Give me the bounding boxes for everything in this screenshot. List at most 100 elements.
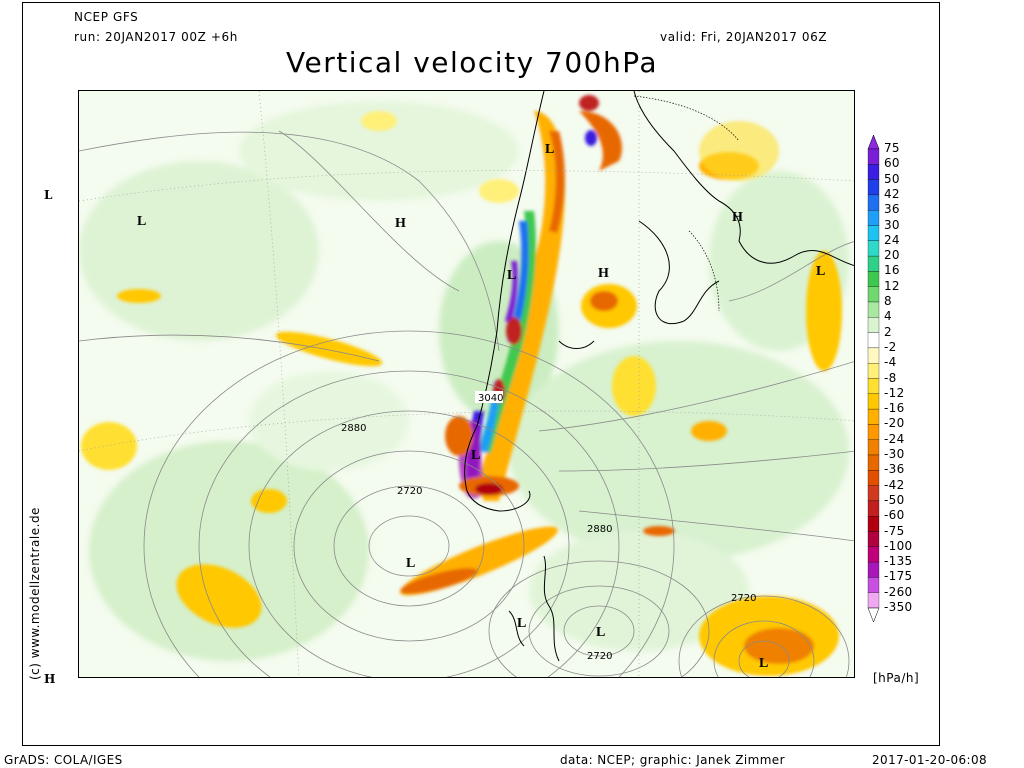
colorbar-level: -36 <box>884 462 905 477</box>
high-low-label: L <box>596 625 605 640</box>
high-low-label: L <box>137 214 146 229</box>
colorbar-level: 8 <box>884 294 892 308</box>
colorbar-level: -260 <box>884 584 913 599</box>
high-low-label: H <box>395 216 406 231</box>
colorbar-level: 12 <box>884 278 900 293</box>
footer-credit: data: NCEP; graphic: Janek Zimmer <box>560 753 785 767</box>
colorbar-swatch <box>867 531 880 547</box>
graticule <box>79 91 854 677</box>
edge-mark-left-top: L <box>44 188 54 202</box>
colorbar-level: -42 <box>884 477 905 492</box>
high-low-label: L <box>517 616 526 631</box>
colorbar-level: 42 <box>884 186 900 201</box>
colorbar-tip-bottom <box>867 607 880 623</box>
colorbar-tip-top <box>867 134 880 150</box>
colorbar-level: -4 <box>884 355 897 370</box>
colorbar-swatch <box>867 332 880 349</box>
plot-frame <box>22 2 940 746</box>
contour-value: 2720 <box>731 593 756 604</box>
colorbar-swatch <box>867 301 880 318</box>
colorbar-swatch <box>867 561 880 578</box>
map-field: L H H H L L L L L L L L 3040 2880 2720 2… <box>79 91 854 677</box>
colorbar-level: -16 <box>884 401 905 416</box>
contour-value: 2880 <box>587 524 612 535</box>
colorbar-level: 30 <box>884 217 900 232</box>
colorbar-swatch <box>867 271 880 287</box>
colorbar-level: -2 <box>884 339 897 354</box>
colorbar-swatch <box>867 500 880 517</box>
colorbar-level: 24 <box>884 232 900 247</box>
footer-timestamp: 2017-01-20-06:08 <box>872 753 988 767</box>
colorbar-level: 4 <box>884 309 892 324</box>
high-low-label: L <box>507 268 516 283</box>
borders <box>633 95 740 312</box>
colorbar-level: 2 <box>884 324 892 339</box>
colorbar-swatch <box>867 439 880 456</box>
high-low-label: L <box>471 448 480 463</box>
colorbar-level: 36 <box>884 202 900 217</box>
colorbar-level: -100 <box>884 538 913 553</box>
colorbar-level: 20 <box>884 248 900 263</box>
footer-software: GrADS: COLA/IGES <box>4 753 123 767</box>
weather-map: L H H H L L L L L L L L 3040 2880 2720 2… <box>78 90 855 678</box>
colorbar-level: -50 <box>884 492 905 507</box>
colorbar-swatches <box>867 134 880 623</box>
colorbar-level: 60 <box>884 156 900 171</box>
colorbar-swatch <box>867 240 880 257</box>
colorbar-level: 16 <box>884 263 900 278</box>
colorbar-swatch <box>867 363 880 379</box>
colorbar-level: -175 <box>884 569 913 584</box>
height-contours <box>79 130 854 677</box>
high-low-label: L <box>406 556 415 571</box>
run-time: run: 20JAN2017 00Z +6h <box>74 30 238 44</box>
colorbar-swatch <box>867 424 880 440</box>
edge-mark-left-bottom: H <box>44 672 56 686</box>
andes-band <box>445 95 623 501</box>
high-low-label: H <box>732 210 743 225</box>
colorbar-swatch <box>867 194 880 211</box>
high-low-label: L <box>759 656 768 671</box>
contour-labels: 3040 2880 2720 2880 2720 2720 <box>341 391 756 662</box>
colorbar-level: -60 <box>884 508 905 523</box>
colorbar-swatch <box>867 347 880 364</box>
colorbar-level: 75 <box>884 141 900 155</box>
colorbar-level: -350 <box>884 600 913 614</box>
colorbar <box>866 134 882 629</box>
colorbar-swatch <box>867 179 880 196</box>
colorbar-level: -135 <box>884 554 913 569</box>
colorbar-swatch <box>867 164 880 180</box>
colorbar-swatch <box>867 378 880 394</box>
colorbar-level: -20 <box>884 416 905 431</box>
high-low-label: L <box>816 264 825 279</box>
map-title: Vertical velocity 700hPa <box>286 46 659 79</box>
colorbar-swatch <box>867 317 880 333</box>
colorbar-swatch <box>867 148 880 165</box>
colorbar-swatch <box>867 225 880 241</box>
website-credit: (c) www.modellzentrale.de <box>28 507 42 680</box>
colorbar-unit: [hPa/h] <box>873 671 920 685</box>
contour-value: 3040 <box>478 393 503 404</box>
colorbar-swatch <box>867 516 880 532</box>
colorbar-level: -30 <box>884 447 905 461</box>
colorbar-swatch <box>867 485 880 502</box>
colorbar-swatch <box>867 577 880 593</box>
colorbar-swatch <box>867 454 880 471</box>
contour-value: 2720 <box>397 486 422 497</box>
colorbar-level: -75 <box>884 523 905 538</box>
valid-time: valid: Fri, 20JAN2017 06Z <box>660 30 828 44</box>
colorbar-swatch <box>867 470 880 486</box>
colorbar-swatch <box>867 210 880 226</box>
coastlines <box>464 91 854 662</box>
colorbar-swatch <box>867 592 880 609</box>
colorbar-level: -8 <box>884 370 897 385</box>
model-name: NCEP GFS <box>74 10 139 24</box>
colorbar-swatch <box>867 393 880 410</box>
high-low-label: H <box>598 266 609 281</box>
colorbar-level: 50 <box>884 171 900 186</box>
colorbar-swatch <box>867 408 880 425</box>
pressure-centers: L H H H L L L L L L L L <box>137 142 825 671</box>
descent-areas <box>81 111 842 676</box>
colorbar-level: -12 <box>884 385 905 400</box>
high-low-label: L <box>545 142 554 157</box>
colorbar-swatch <box>867 546 880 563</box>
